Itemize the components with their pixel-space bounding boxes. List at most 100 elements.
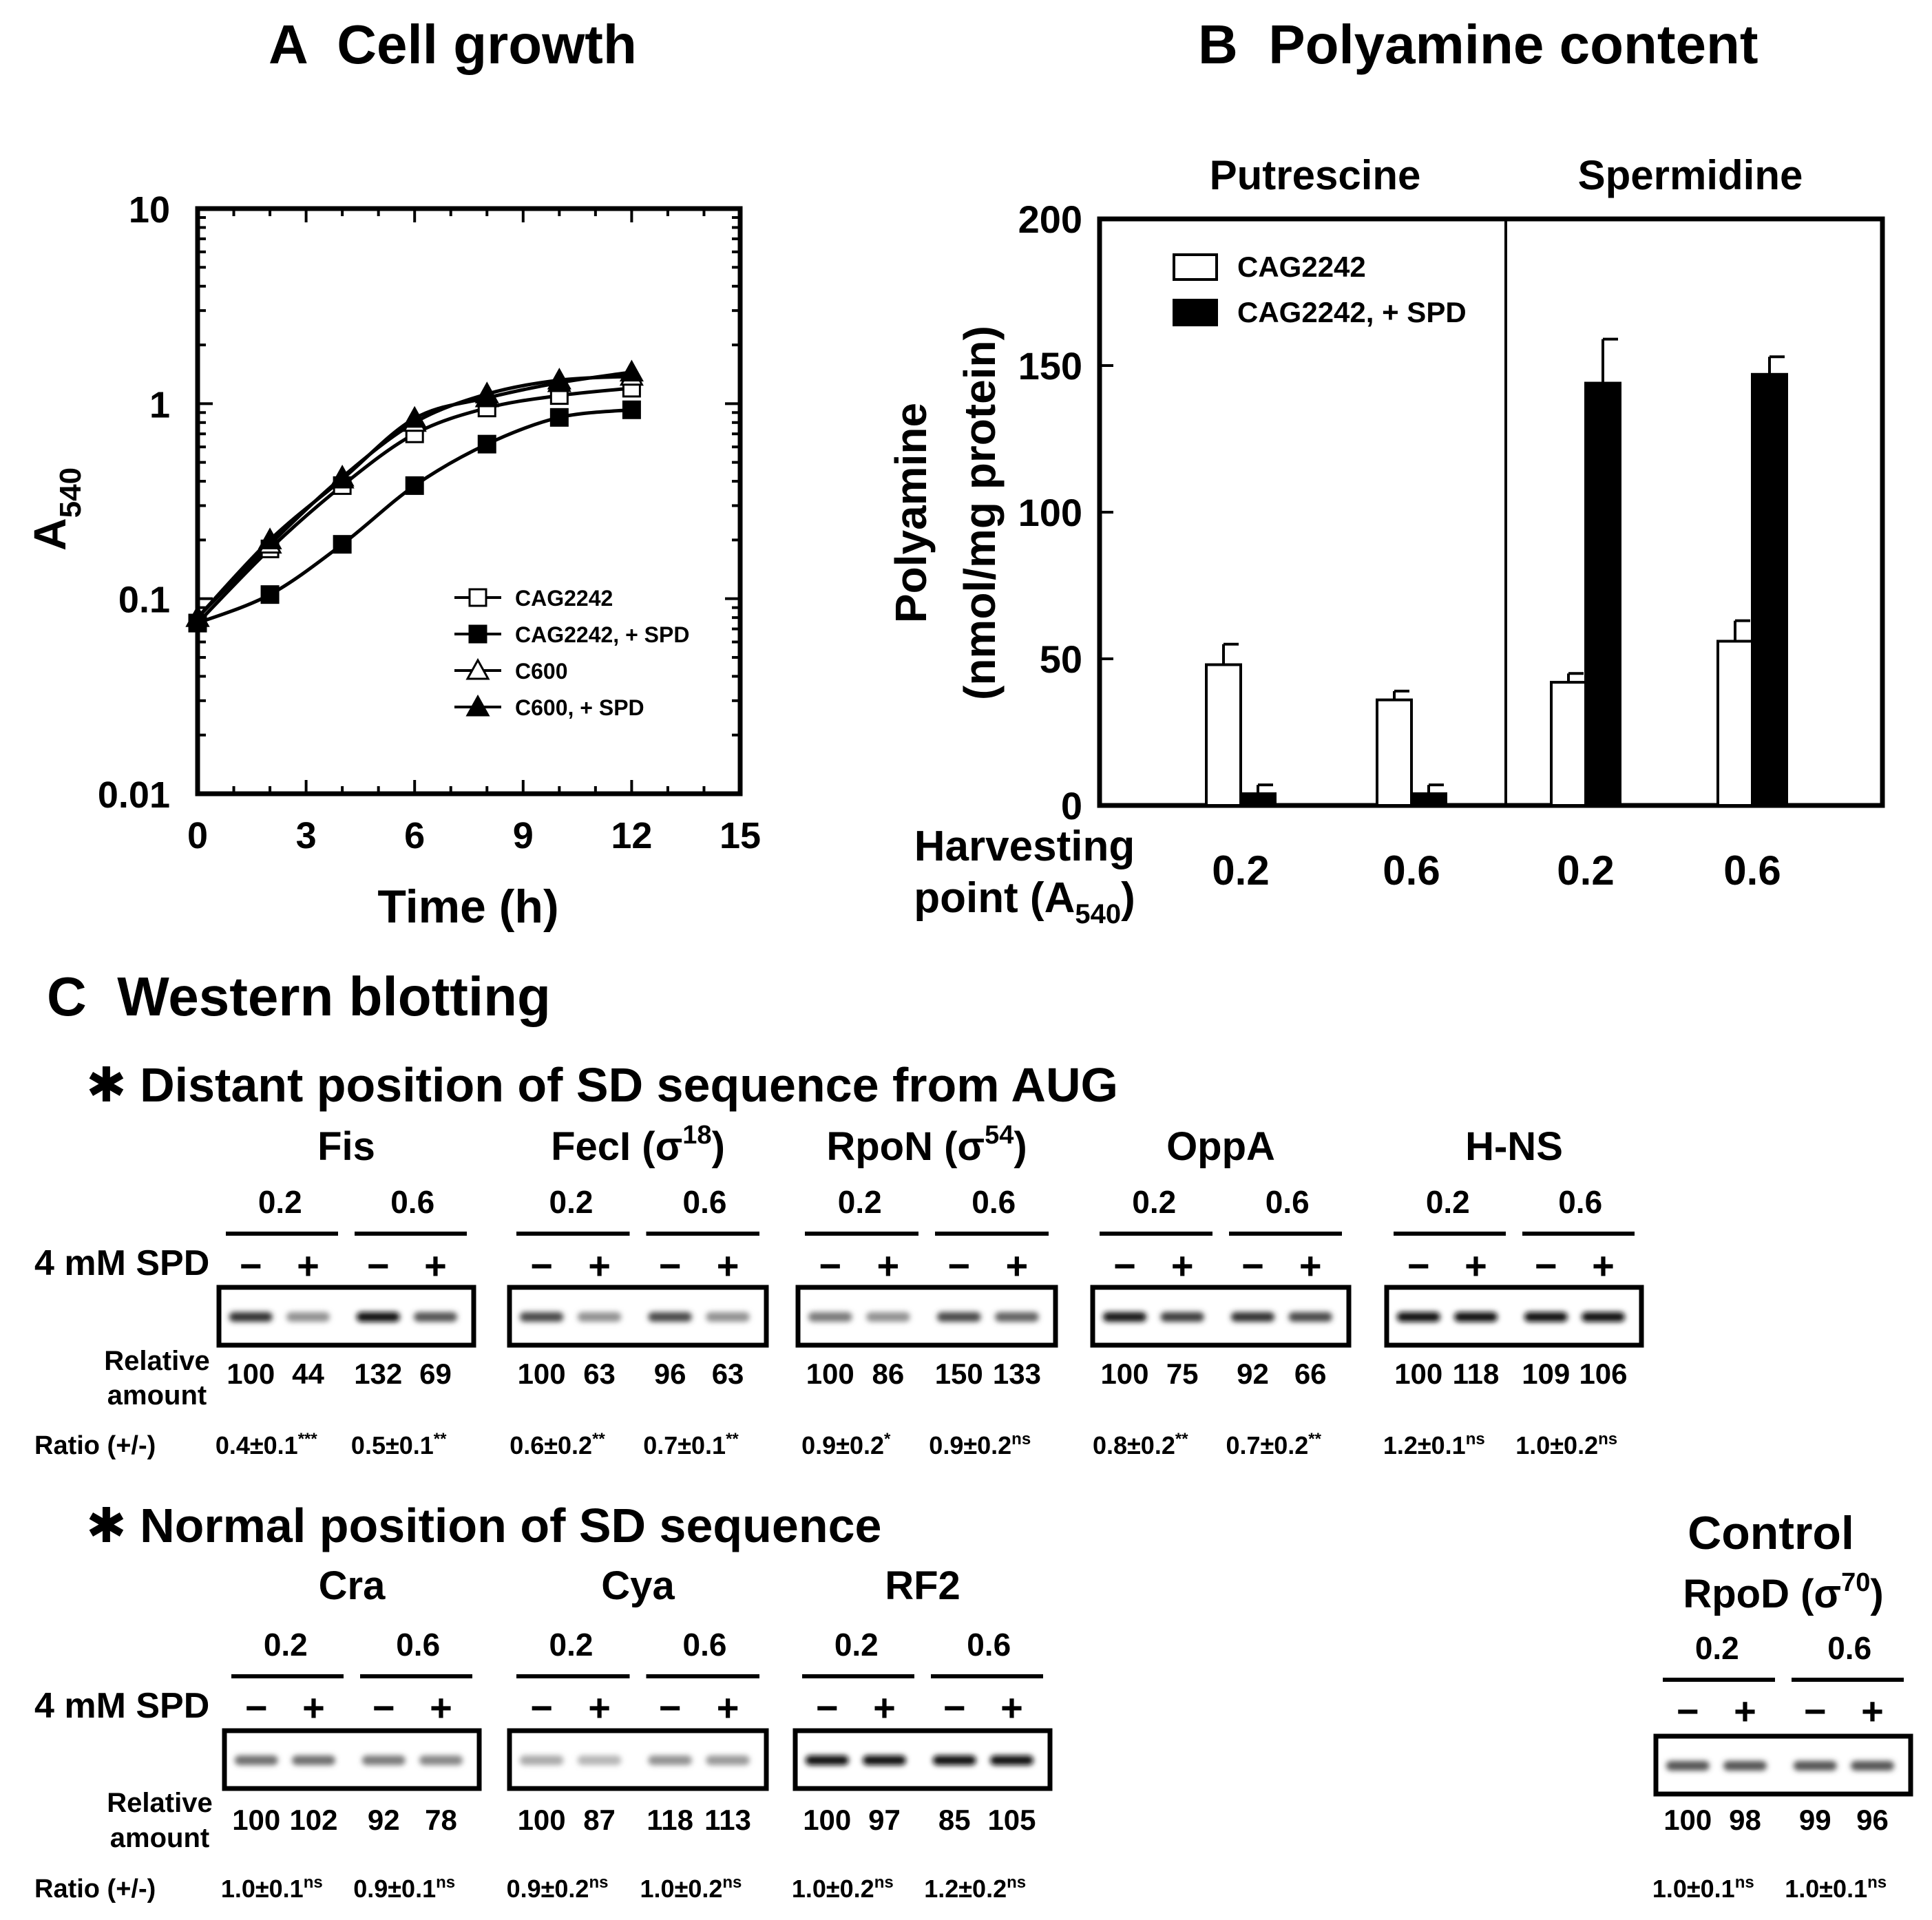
blot-relative-amount: 109 — [1522, 1358, 1570, 1390]
a-ytick-label: 0.01 — [98, 774, 170, 816]
a-legend-label: CAG2242 — [515, 586, 613, 611]
blot-band — [234, 1755, 278, 1765]
a-legend-marker — [468, 624, 487, 644]
blot-relative-amount: 99 — [1799, 1804, 1831, 1836]
blot-protein-name: Fis — [317, 1124, 375, 1169]
blot-band — [577, 1755, 622, 1765]
blot-ratio-value: 1.2±0.2 — [924, 1875, 1007, 1903]
a-data-point — [258, 527, 282, 549]
blot-name-text: H-NS — [1465, 1124, 1563, 1169]
a-xtick-label: 0 — [187, 815, 208, 856]
blot-relative-amount: 100 — [518, 1804, 566, 1836]
blot-relative-amount: 63 — [583, 1358, 616, 1390]
blot-ratio-value: 0.4±0.1 — [216, 1431, 298, 1459]
blot-spd-sign: + — [1464, 1244, 1487, 1287]
b-xtick-label: 0.2 — [1557, 847, 1614, 894]
blot-relative-amount: 86 — [872, 1358, 905, 1390]
relative-label-bottom-1: Relative — [107, 1788, 212, 1818]
blot-group-label: 0.6 — [972, 1184, 1016, 1220]
a-data-point — [333, 535, 352, 554]
blot-group-label: 0.6 — [683, 1627, 727, 1663]
blot-ratio-significance: ns — [304, 1873, 323, 1892]
a-data-point — [549, 408, 569, 427]
a-legend-marker — [465, 694, 490, 717]
ratio-label-bottom: Ratio (+/-) — [34, 1875, 156, 1903]
blot-ratio: 1.0±0.2ns — [792, 1873, 894, 1903]
panel-a-ylabel: A540 — [24, 467, 87, 551]
blot-relative-amount: 75 — [1166, 1358, 1199, 1390]
panel-a-xtick-labels: 0 3 6 9 12 15 — [187, 815, 761, 856]
b-xtick-label: 0.2 — [1212, 847, 1269, 894]
blot-spd-sign: + — [1171, 1244, 1194, 1287]
blot-ratio-significance: ** — [434, 1430, 447, 1448]
blot-spd-sign: + — [1000, 1686, 1023, 1729]
blot-relative-amount: 100 — [806, 1358, 854, 1390]
panel-a-legend: CAG2242 CAG2242, + SPD C600 C600, + SPD — [454, 586, 689, 720]
blot-spd-sign: − — [240, 1244, 262, 1287]
blot-band — [932, 1755, 976, 1765]
a-legend-marker — [468, 588, 487, 607]
blot-name-after: ) — [1014, 1124, 1027, 1169]
blot-protein-name: FecI (σ18) — [551, 1121, 725, 1169]
blot-relative-amount: 100 — [1663, 1804, 1712, 1836]
blot-relative-amount: 87 — [583, 1804, 616, 1836]
blot-band — [519, 1312, 564, 1322]
blot-band — [1793, 1761, 1837, 1771]
a-ytick-label: 1 — [149, 384, 170, 425]
blot-group-label: 0.2 — [258, 1184, 302, 1220]
section-distant-title: ✱ Distant position of SD sequence from A… — [86, 1058, 1118, 1112]
blot-ratio-significance: ns — [874, 1873, 894, 1892]
blot-band — [1396, 1312, 1440, 1322]
blot-ratio: 1.0±0.2ns — [640, 1873, 742, 1903]
blot-spd-sign: + — [424, 1244, 447, 1287]
a-data-point — [477, 434, 496, 454]
panel-a-frame — [195, 206, 743, 797]
blot-name-sup: 70 — [1841, 1568, 1870, 1597]
blot-name-text: Fis — [317, 1124, 375, 1169]
relative-label-top-1: Relative — [104, 1346, 209, 1376]
blot-ratio-significance: ns — [1466, 1430, 1485, 1448]
b-bar — [1550, 681, 1587, 808]
blot-group-label: 0.2 — [1426, 1184, 1470, 1220]
b-legend-label: CAG2242 — [1237, 251, 1366, 283]
b-bar — [1376, 698, 1413, 808]
panel-b-legend: CAG2242 CAG2242, + SPD — [1173, 251, 1467, 328]
blot-spd-sign: + — [1299, 1244, 1322, 1287]
blot-band — [1851, 1761, 1894, 1771]
blot-band — [414, 1312, 457, 1322]
blot-spd-sign: + — [588, 1244, 611, 1287]
blot-spd-sign: + — [1861, 1689, 1884, 1733]
a-data-point — [619, 359, 644, 382]
blot-band — [805, 1755, 849, 1765]
blot-spd-sign: + — [430, 1686, 452, 1729]
blot-ratio: 0.7±0.2** — [1226, 1430, 1321, 1459]
blot-ratio-value: 1.0±0.1 — [221, 1875, 304, 1903]
blot-spd-sign: + — [1006, 1244, 1029, 1287]
blot-band — [229, 1312, 273, 1322]
panel-b-group-putrescine: Putrescine — [1210, 152, 1421, 198]
blot-group-label: 0.6 — [1558, 1184, 1602, 1220]
blot-spd-sign: − — [372, 1686, 395, 1729]
blot-spd-sign: − — [659, 1686, 682, 1729]
blot-band — [936, 1312, 981, 1322]
blot-ratio-value: 0.7±0.2 — [1226, 1431, 1308, 1459]
blot-spd-sign: + — [717, 1244, 739, 1287]
blot-group-label: 0.6 — [1266, 1184, 1310, 1220]
b-ytick-label: 150 — [1018, 344, 1082, 388]
blot-ratio: 0.9±0.2* — [801, 1430, 891, 1459]
a-data-point — [622, 400, 641, 419]
blot-rpod: RpoD (σ70)0.2 0.6− + − +100 98 99 961.0±0.1ns 1.… — [1652, 1568, 1913, 1903]
panel-b-ytick-labels: 0 50 100 150 200 — [1018, 198, 1082, 827]
b-xtick-label: 0.6 — [1723, 847, 1781, 894]
blot-group-label: 0.6 — [1827, 1630, 1871, 1666]
panel-a-xlabel: Time (h) — [377, 880, 558, 933]
harvest-close: ) — [1121, 874, 1135, 922]
blot-ratio-value: 1.0±0.1 — [1785, 1875, 1867, 1903]
blot-band — [863, 1755, 906, 1765]
b-bar — [1751, 372, 1788, 807]
blot-group-label: 0.2 — [1132, 1184, 1176, 1220]
